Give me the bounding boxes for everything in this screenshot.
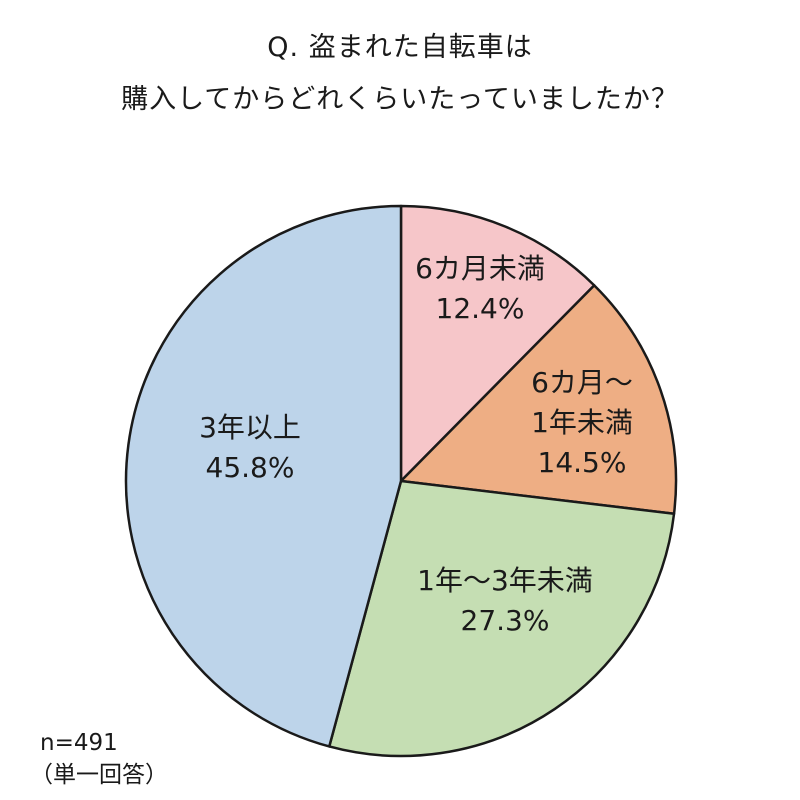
slice-category-label-1: 6カ月未満 [415, 252, 545, 285]
slice-value-label-3: 27.3% [461, 604, 550, 637]
pie-slice-3 [328, 479, 676, 758]
pie-slice-1 [399, 204, 596, 483]
slice-category-label-4: 3年以上 [199, 411, 301, 444]
slice-value-label-1: 12.4% [436, 292, 525, 325]
chart-title-line-2: 購入してからどれくらいたっていましたか？ [121, 84, 679, 115]
slice-category-label-3: 1年～3年未満 [417, 564, 593, 597]
slice-category-label-2: 1年未満 [531, 406, 633, 439]
chart-title-line-1: Q. 盗まれた自転車は [267, 32, 533, 63]
slice-label-group-1: 6カ月未満 12.4% [415, 252, 545, 325]
pie-slice-2 [399, 284, 678, 515]
slice-value-label-4: 45.8% [206, 451, 295, 484]
slice-label-group-4: 3年以上 45.8% [199, 411, 301, 484]
sample-size: n=491 [40, 730, 118, 756]
pie-slice-4 [124, 204, 403, 748]
slice-value-label-2: 14.5% [538, 446, 627, 479]
answer-type-note: （単一回答） [30, 762, 168, 788]
slice-category-label-2: 6カ月～ [531, 366, 633, 399]
slice-label-group-2: 6カ月～ 1年未満 14.5% [531, 366, 633, 479]
slice-label-group-3: 1年～3年未満 27.3% [417, 564, 593, 637]
